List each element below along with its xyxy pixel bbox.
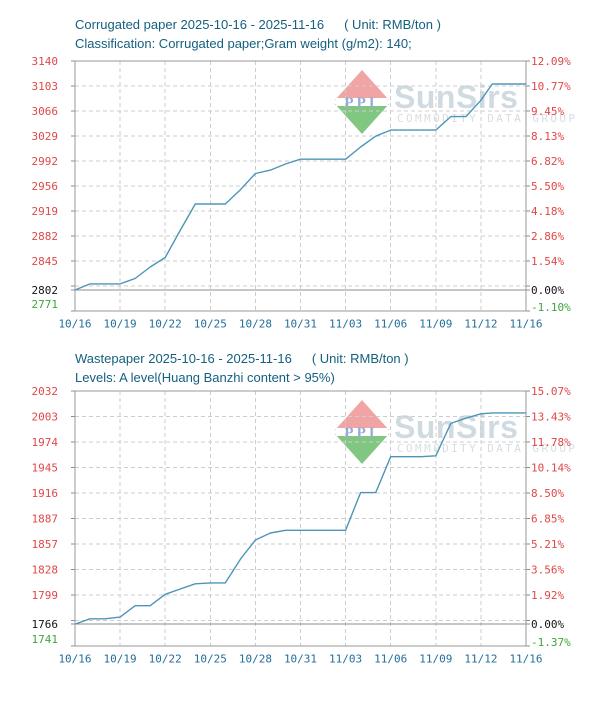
x-axis-label: 11/09	[419, 318, 452, 331]
y-axis-right-label: 6.82%	[531, 155, 564, 168]
chart2-title-line: Wastepaper 2025-10-16 - 2025-11-16 ( Unit…	[75, 349, 409, 368]
y-axis-right-label: 4.18%	[531, 205, 564, 218]
x-axis-label: 11/06	[374, 318, 407, 331]
y-axis-right-label: 8.50%	[531, 487, 564, 500]
y-axis-left-label: 2771	[32, 298, 59, 311]
chart1-title: Corrugated paper 2025-10-16 - 2025-11-16	[75, 17, 325, 32]
y-axis-right-label: 1.92%	[531, 589, 564, 602]
y-axis-right-label: 3.56%	[531, 564, 564, 577]
y-axis-right-label: 11.78%	[531, 436, 571, 449]
x-axis-label: 10/28	[239, 653, 272, 666]
y-axis-right-label: 13.43%	[531, 411, 571, 424]
chart2-subtitle: Levels: A level(Huang Banzhi content > 9…	[75, 370, 335, 385]
watermark-brand-text: SunSirs	[394, 409, 518, 445]
y-axis-right-label: 6.85%	[531, 513, 564, 526]
x-axis-label: 10/22	[149, 653, 182, 666]
y-axis-right-label: 5.50%	[531, 180, 564, 193]
plot-frame	[74, 390, 527, 647]
x-axis-label: 11/06	[374, 653, 407, 666]
x-axis-label: 10/28	[239, 318, 272, 331]
watermark-logo-band	[336, 98, 388, 106]
y-axis-left-label: 3140	[32, 55, 59, 68]
x-axis-label: 11/03	[329, 653, 362, 666]
plot-frame	[74, 60, 527, 312]
y-axis-left-label: 1945	[32, 462, 59, 475]
x-axis-label: 11/16	[509, 318, 542, 331]
y-axis-right-label: -1.10%	[531, 301, 571, 314]
y-axis-right-label: 9.45%	[531, 105, 564, 118]
watermark-diamond-red-icon	[335, 70, 389, 100]
y-axis-right-label: 0.00%	[531, 618, 564, 631]
x-axis-label: 11/16	[509, 653, 542, 666]
x-axis-label: 11/12	[464, 653, 497, 666]
x-axis-label: 11/12	[464, 318, 497, 331]
watermark-tagline-text: COMMODITY DATA GROUP	[397, 112, 577, 125]
y-axis-left-label: 3103	[32, 80, 59, 93]
x-axis-label: 10/16	[58, 653, 91, 666]
y-axis-left-label: 1766	[32, 618, 59, 631]
y-axis-left-label: 1974	[32, 436, 59, 449]
y-axis-left-label: 1799	[32, 589, 59, 602]
y-axis-left-label: 2032	[32, 385, 59, 398]
chart1-title-line: Corrugated paper 2025-10-16 - 2025-11-16…	[75, 15, 441, 34]
y-axis-left-label: 2956	[32, 180, 59, 193]
y-axis-left-label: 3066	[32, 105, 59, 118]
x-axis-label: 10/25	[194, 653, 227, 666]
y-axis-left-label: 2882	[32, 230, 59, 243]
watermark-brand-text: SunSirs	[394, 79, 518, 115]
y-axis-left-label: 2802	[32, 284, 59, 297]
x-axis-label: 10/19	[104, 318, 137, 331]
y-axis-right-label: -1.37%	[531, 636, 571, 649]
chart1-subtitle: Classification: Corrugated paper;Gram we…	[75, 36, 412, 51]
y-axis-right-label: 5.21%	[531, 538, 564, 551]
y-axis-left-label: 2003	[32, 411, 59, 424]
chart1-unit-label: ( Unit: RMB/ton )	[344, 17, 441, 32]
y-axis-left-label: 1828	[32, 564, 59, 577]
y-axis-right-label: 1.54%	[531, 255, 564, 268]
watermark-logo-text: PPI	[344, 95, 377, 111]
y-axis-right-label: 10.14%	[531, 462, 571, 475]
watermark-tagline-text: COMMODITY DATA GROUP	[397, 442, 577, 455]
y-axis-right-label: 0.00%	[531, 284, 564, 297]
y-axis-left-label: 2845	[32, 255, 59, 268]
y-axis-left-label: 3029	[32, 130, 59, 143]
x-axis-label: 11/09	[419, 653, 452, 666]
y-axis-left-label: 1741	[32, 633, 59, 646]
y-axis-left-label: 1857	[32, 538, 59, 551]
chart1-title-block: Corrugated paper 2025-10-16 - 2025-11-16…	[75, 15, 441, 53]
chart2-title-block: Wastepaper 2025-10-16 - 2025-11-16 ( Unit…	[75, 349, 409, 387]
y-axis-left-label: 2992	[32, 155, 59, 168]
y-axis-right-label: 8.13%	[531, 130, 564, 143]
x-axis-label: 10/31	[284, 318, 317, 331]
x-axis-label: 10/16	[58, 318, 91, 331]
watermark-logo-text: PPI	[344, 425, 377, 441]
x-axis-label: 11/03	[329, 318, 362, 331]
chart2-title: Wastepaper 2025-10-16 - 2025-11-16	[75, 351, 292, 366]
x-axis-label: 10/31	[284, 653, 317, 666]
y-axis-right-label: 10.77%	[531, 80, 571, 93]
y-axis-right-label: 2.86%	[531, 230, 564, 243]
y-axis-right-label: 12.09%	[531, 55, 571, 68]
chart2-unit-label: ( Unit: RMB/ton )	[311, 351, 409, 366]
price-line-series	[74, 83, 527, 291]
x-axis-label: 10/22	[149, 318, 182, 331]
y-axis-right-label: 15.07%	[531, 385, 571, 398]
y-axis-left-label: 2919	[32, 205, 59, 218]
price-line-series	[74, 412, 527, 625]
y-axis-left-label: 1887	[32, 513, 59, 526]
watermark-diamond-red-icon	[335, 400, 389, 430]
x-axis-label: 10/25	[194, 318, 227, 331]
x-axis-label: 10/19	[104, 653, 137, 666]
watermark-logo-band	[336, 428, 388, 436]
y-axis-left-label: 1916	[32, 487, 59, 500]
